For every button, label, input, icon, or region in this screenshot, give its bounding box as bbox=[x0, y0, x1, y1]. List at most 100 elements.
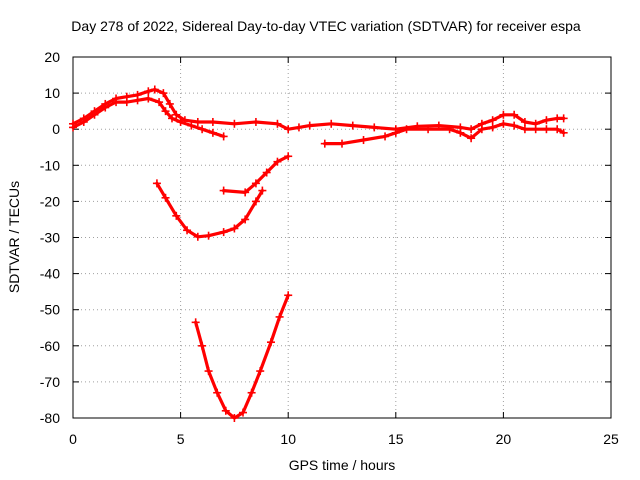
data-point-marker bbox=[467, 134, 476, 143]
y-axis-title: SDTVAR / TECUs bbox=[6, 181, 22, 293]
y-axis-tick-labels: 20 10 0 -10 -20 -30 -40 -50 -60 -70 -80 bbox=[40, 49, 60, 426]
series-trace-line bbox=[194, 293, 290, 420]
data-series-group bbox=[69, 85, 568, 422]
data-point-marker bbox=[193, 232, 202, 241]
data-point-marker bbox=[90, 110, 99, 119]
data-point-marker bbox=[305, 121, 314, 130]
x-tick-label: 0 bbox=[69, 431, 77, 447]
data-point-marker bbox=[230, 119, 239, 128]
data-point-marker bbox=[176, 117, 185, 126]
data-point-marker bbox=[273, 157, 282, 166]
data-point-marker bbox=[370, 123, 379, 132]
data-point-marker bbox=[266, 338, 275, 347]
x-axis-title: GPS time / hours bbox=[289, 457, 396, 473]
data-point-marker bbox=[198, 341, 207, 350]
data-point-marker bbox=[553, 125, 562, 134]
data-point-marker bbox=[262, 168, 271, 177]
series-trace-line bbox=[71, 87, 566, 131]
y-tick-label: 0 bbox=[52, 121, 60, 137]
y-tick-label: -30 bbox=[40, 230, 60, 246]
data-point-marker bbox=[294, 123, 303, 132]
data-point-marker bbox=[445, 125, 454, 134]
data-point-marker bbox=[161, 193, 170, 202]
data-point-marker bbox=[219, 228, 228, 237]
data-point-marker bbox=[256, 367, 265, 376]
data-point-marker bbox=[510, 110, 519, 119]
data-point-marker bbox=[208, 128, 217, 137]
data-point-marker bbox=[251, 117, 260, 126]
data-point-marker bbox=[320, 139, 329, 148]
data-point-marker bbox=[520, 125, 529, 134]
data-point-marker bbox=[161, 107, 170, 116]
data-point-marker bbox=[167, 114, 176, 123]
data-point-marker bbox=[198, 125, 207, 134]
data-point-marker bbox=[488, 123, 497, 132]
y-tick-label: -40 bbox=[40, 266, 60, 282]
data-point-marker bbox=[520, 117, 529, 126]
data-point-marker bbox=[456, 128, 465, 137]
data-point-marker bbox=[542, 116, 551, 125]
series-main-trace-lower bbox=[69, 94, 228, 141]
series-small-arc bbox=[219, 152, 293, 197]
y-tick-label: 10 bbox=[44, 85, 60, 101]
data-point-marker bbox=[251, 179, 260, 188]
data-point-marker bbox=[241, 215, 250, 224]
data-point-marker bbox=[348, 121, 357, 130]
y-tick-label: -80 bbox=[40, 410, 60, 426]
data-point-marker bbox=[144, 94, 153, 103]
data-point-marker bbox=[230, 414, 239, 422]
data-point-marker bbox=[381, 132, 390, 141]
chart-title: Day 278 of 2022, Sidereal Day-to-day VTE… bbox=[71, 18, 581, 34]
data-point-marker bbox=[239, 408, 248, 417]
data-point-marker bbox=[284, 152, 293, 161]
data-point-marker bbox=[499, 110, 508, 119]
series-deep-arc bbox=[191, 291, 293, 422]
data-point-marker bbox=[327, 119, 336, 128]
data-point-marker bbox=[284, 125, 293, 134]
data-point-marker bbox=[402, 125, 411, 134]
data-point-marker bbox=[208, 117, 217, 126]
data-point-marker bbox=[122, 98, 131, 107]
data-point-marker bbox=[172, 211, 181, 220]
data-point-marker bbox=[144, 87, 153, 96]
axis-ticks bbox=[72, 56, 612, 419]
data-point-marker bbox=[152, 179, 161, 188]
data-point-marker bbox=[477, 125, 486, 134]
data-point-marker bbox=[204, 231, 213, 240]
data-point-marker bbox=[219, 186, 228, 195]
data-point-marker bbox=[69, 123, 77, 132]
data-point-marker bbox=[251, 197, 260, 206]
data-point-marker bbox=[112, 98, 121, 107]
data-point-marker bbox=[559, 128, 568, 137]
y-tick-label: -20 bbox=[40, 193, 60, 209]
data-point-marker bbox=[531, 125, 540, 134]
x-tick-label: 15 bbox=[388, 431, 404, 447]
data-point-marker bbox=[510, 121, 519, 130]
grid-lines bbox=[73, 57, 611, 418]
y-tick-label: -10 bbox=[40, 157, 60, 173]
data-point-marker bbox=[79, 117, 88, 126]
data-point-marker bbox=[155, 98, 164, 107]
data-point-marker bbox=[542, 125, 551, 134]
data-point-marker bbox=[391, 128, 400, 137]
data-point-marker bbox=[187, 121, 196, 130]
data-point-marker bbox=[204, 367, 213, 376]
data-point-marker bbox=[241, 188, 250, 197]
y-tick-label: -50 bbox=[40, 302, 60, 318]
data-point-marker bbox=[150, 85, 159, 94]
series-medium-arc bbox=[152, 179, 267, 241]
data-point-marker bbox=[165, 99, 174, 108]
data-point-marker bbox=[499, 119, 508, 128]
data-point-marker bbox=[221, 406, 230, 415]
x-tick-label: 10 bbox=[280, 431, 296, 447]
data-point-marker bbox=[133, 96, 142, 105]
data-point-marker bbox=[172, 110, 181, 119]
x-axis-tick-labels: 0 5 10 15 20 25 bbox=[69, 431, 619, 447]
data-point-marker bbox=[213, 388, 222, 397]
data-point-marker bbox=[258, 186, 267, 195]
data-point-marker bbox=[219, 132, 228, 141]
data-point-marker bbox=[284, 291, 293, 300]
data-point-marker bbox=[159, 89, 168, 98]
x-tick-label: 20 bbox=[496, 431, 512, 447]
